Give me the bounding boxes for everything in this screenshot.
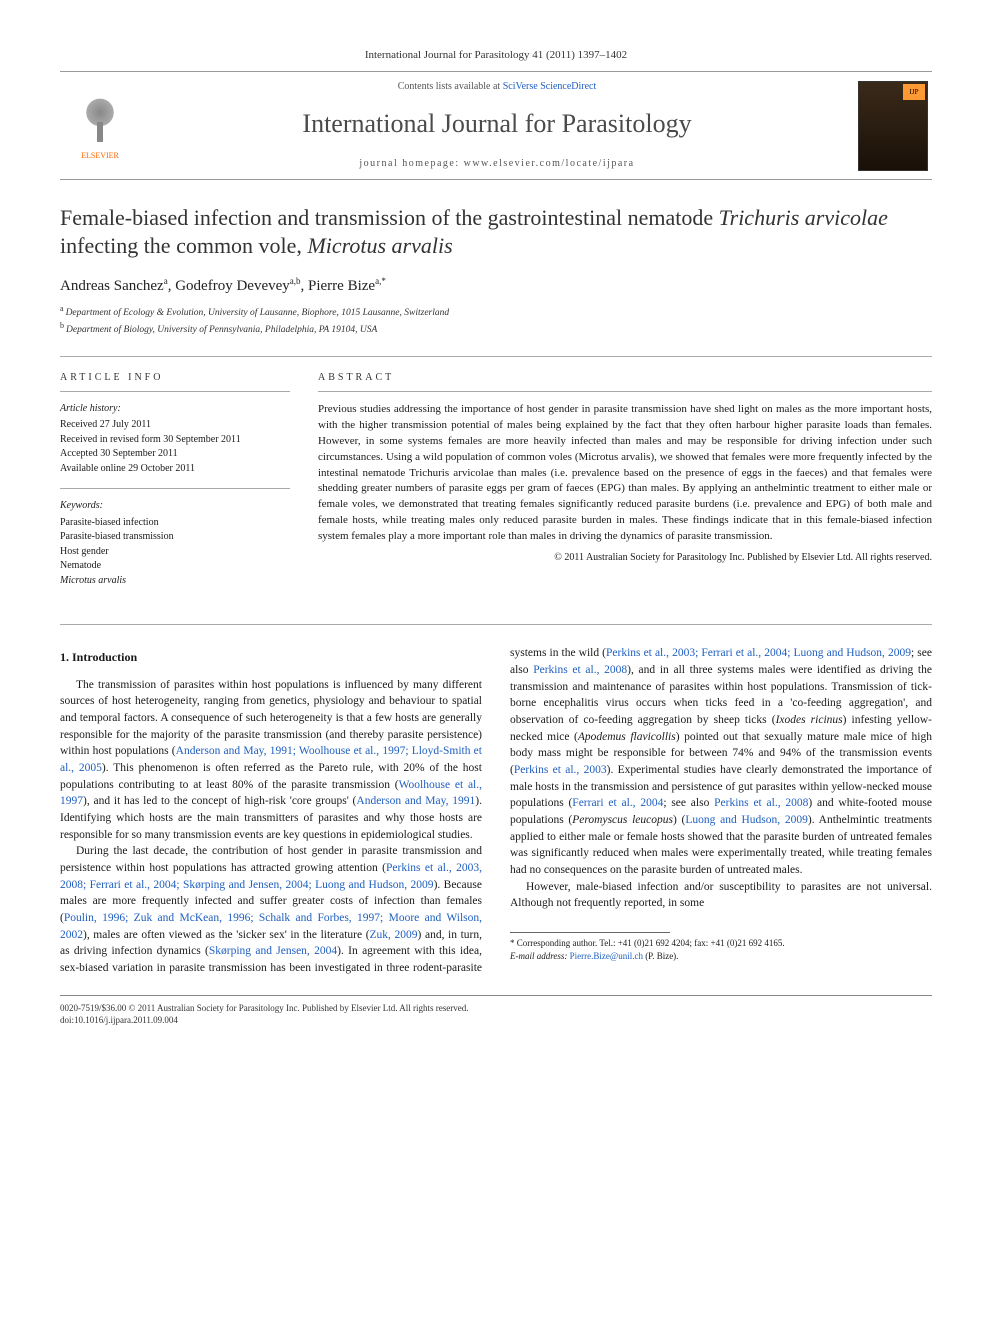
p2k: ; see also [663,797,714,809]
keywords-label: Keywords: [60,499,290,514]
title-species1: Trichuris arvicolae [719,205,888,230]
accepted-date: Accepted 30 September 2011 [60,447,290,462]
paragraph-3: However, male-biased infection and/or su… [510,879,932,912]
author-3-corresponding: * [381,276,386,286]
journal-cover-thumbnail: IJP [858,81,928,171]
footer-copyright: 0020-7519/$36.00 © 2011 Australian Socie… [60,1002,932,1015]
author-2-affiliation: a,b [290,276,301,286]
email-who: (P. Bize). [645,951,678,961]
masthead-center: Contents lists available at SciVerse Sci… [148,80,846,170]
abstract-heading: ABSTRACT [318,371,932,392]
cover-badge: IJP [903,84,925,100]
journal-reference-header: International Journal for Parasitology 4… [60,48,932,63]
info-abstract-row: ARTICLE INFO Article history: Received 2… [60,356,932,601]
ref-ferrari-2004[interactable]: Ferrari et al., 2004 [572,797,663,809]
article-info-panel: ARTICLE INFO Article history: Received 2… [60,371,290,601]
author-3: Pierre Bize [308,278,375,294]
title-part2: infecting the common vole, [60,233,307,258]
contents-prefix: Contents lists available at [398,81,503,92]
title-species2: Microtus arvalis [307,233,452,258]
homepage-line: journal homepage: www.elsevier.com/locat… [148,157,846,171]
ref-poulin-zuk-schalk-moore[interactable]: Poulin, 1996; Zuk and McKean, 1996; Scha… [64,912,482,924]
ref-perkins-2003[interactable]: Perkins et al., 2003 [514,764,607,776]
author-1-affiliation: a [164,276,168,286]
authors-line: Andreas Sancheza, Godefroy Deveveya,b, P… [60,275,932,297]
corr-author-line: * Corresponding author. Tel.: +41 (0)21 … [510,937,932,950]
ref-skorping-jensen-2004[interactable]: Skørping and Jensen, 2004 [209,945,337,957]
elsevier-tree-icon [70,90,130,146]
contents-line: Contents lists available at SciVerse Sci… [148,80,846,94]
abstract-divider [60,624,932,625]
keywords-block: Keywords: Parasite-biased infection Para… [60,488,290,588]
keyword-3: Host gender [60,545,290,560]
sciencedirect-link[interactable]: SciVerse ScienceDirect [503,81,597,92]
elsevier-label: ELSEVIER [81,150,119,161]
journal-title: International Journal for Parasitology [148,106,846,142]
ref-perkins-2008[interactable]: Perkins et al., 2008 [533,664,627,676]
homepage-url: www.elsevier.com/locate/ijpara [464,158,635,169]
article-info-heading: ARTICLE INFO [60,371,290,392]
keyword-4: Nematode [60,559,290,574]
keyword-5: Microtus arvalis [60,574,290,589]
body-text: 1. Introduction The transmission of para… [60,645,932,976]
email-label: E-mail address: [510,951,567,961]
corr-email-link[interactable]: Pierre.Bize@unil.ch [570,951,643,961]
aff-b-sup: b [60,321,64,330]
elsevier-logo: ELSEVIER [64,86,136,166]
section-1-heading: 1. Introduction [60,649,482,666]
affiliation-a: Department of Ecology & Evolution, Unive… [66,308,450,318]
ref-perkins-2008b[interactable]: Perkins et al., 2008 [714,797,808,809]
p3: However, male-biased infection and/or su… [510,881,932,910]
homepage-prefix: journal homepage: [359,158,463,169]
aff-a-sup: a [60,304,64,313]
species-ixodes: Ixodes ricinus [776,714,843,726]
affiliations: aDepartment of Ecology & Evolution, Univ… [60,303,932,338]
author-1: Andreas Sanchez [60,278,164,294]
paragraph-1: The transmission of parasites within hos… [60,677,482,844]
species-peromyscus: Peromyscus leucopus [572,814,673,826]
page-container: International Journal for Parasitology 4… [0,0,992,1067]
history-label: Article history: [60,402,290,417]
ref-luong-hudson-2009[interactable]: Luong and Hudson, 2009 [685,814,807,826]
article-title: Female-biased infection and transmission… [60,204,932,261]
abstract-copyright: © 2011 Australian Society for Parasitolo… [318,551,932,565]
title-part1: Female-biased infection and transmission… [60,205,719,230]
species-apodemus: Apodemus flavicollis [578,731,676,743]
abstract-panel: ABSTRACT Previous studies addressing the… [318,371,932,601]
ref-anderson-may-1991[interactable]: Anderson and May, 1991 [356,795,475,807]
p2m: ) ( [673,814,685,826]
footer-doi: doi:10.1016/j.ijpara.2011.09.004 [60,1014,932,1027]
corresponding-author-footnote: * Corresponding author. Tel.: +41 (0)21 … [510,937,932,962]
online-date: Available online 29 October 2011 [60,462,290,477]
keyword-1: Parasite-biased infection [60,516,290,531]
p2c: ), males are often viewed as the 'sicker… [83,929,370,941]
author-2: Godefroy Devevey [175,278,290,294]
p1c: ), and it has led to the concept of high… [83,795,356,807]
page-footer: 0020-7519/$36.00 © 2011 Australian Socie… [60,995,932,1027]
footnote-separator [510,932,670,933]
received-date: Received 27 July 2011 [60,418,290,433]
revised-date: Received in revised form 30 September 20… [60,433,290,448]
keyword-2: Parasite-biased transmission [60,530,290,545]
affiliation-b: Department of Biology, University of Pen… [66,326,377,336]
masthead: ELSEVIER Contents lists available at Sci… [60,71,932,179]
ref-perkins-ferrari-luong[interactable]: Perkins et al., 2003; Ferrari et al., 20… [606,647,911,659]
abstract-text: Previous studies addressing the importan… [318,402,932,545]
article-history-block: Article history: Received 27 July 2011 R… [60,402,290,477]
ref-zuk-2009[interactable]: Zuk, 2009 [370,929,418,941]
ref-2002[interactable]: 2002 [60,929,83,941]
